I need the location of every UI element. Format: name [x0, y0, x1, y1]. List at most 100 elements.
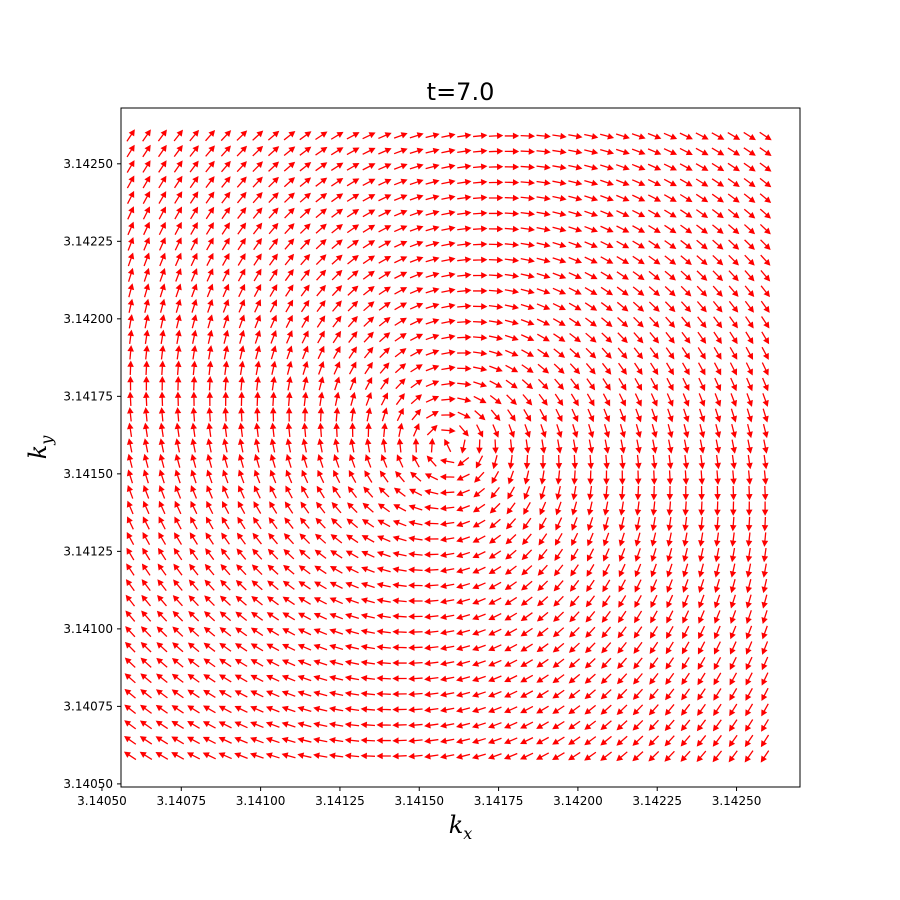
vector-arrow	[317, 453, 324, 468]
vector-arrow	[586, 564, 595, 577]
vector-arrow	[520, 596, 533, 606]
vector-arrow	[174, 453, 181, 468]
vector-arrow	[679, 178, 693, 187]
vector-arrow	[221, 176, 231, 188]
vector-arrow	[206, 407, 213, 422]
vector-arrow	[712, 224, 724, 234]
vector-arrow	[317, 330, 325, 344]
vector-arrow	[504, 334, 519, 342]
vector-arrow	[265, 705, 280, 713]
vector-arrow	[762, 393, 769, 407]
vector-arrow	[344, 752, 360, 760]
vector-arrow	[505, 379, 518, 389]
vector-arrow	[348, 331, 358, 343]
vector-arrow	[140, 657, 152, 668]
vector-arrow	[360, 721, 376, 729]
vector-arrow	[425, 178, 440, 186]
vector-arrow	[489, 380, 503, 388]
vector-arrow	[234, 674, 248, 683]
vector-arrow	[759, 208, 771, 219]
vector-arrow	[633, 626, 643, 639]
vector-arrow	[584, 751, 597, 761]
vector-arrow	[285, 422, 293, 437]
vector-arrow	[745, 346, 754, 360]
vector-arrow	[665, 641, 674, 655]
vector-arrow	[300, 284, 310, 297]
vector-arrow	[504, 287, 520, 295]
vector-arrow	[714, 485, 721, 501]
vector-arrow	[601, 642, 612, 654]
vector-arrow	[268, 222, 279, 235]
vector-arrow	[331, 518, 342, 529]
vector-arrow	[648, 750, 660, 762]
vector-arrow	[507, 470, 515, 485]
vector-arrow	[664, 224, 677, 234]
vector-arrow	[159, 329, 166, 344]
vector-arrow	[711, 162, 725, 172]
vector-arrow	[505, 364, 519, 373]
vector-arrow	[346, 147, 360, 156]
vector-arrow	[600, 735, 612, 746]
vector-arrow	[206, 469, 213, 484]
vector-arrow	[253, 485, 261, 499]
vector-arrow	[744, 300, 754, 313]
vector-arrow	[524, 439, 531, 454]
vector-arrow	[316, 501, 326, 514]
vector-arrow	[285, 407, 293, 422]
vector-arrow	[618, 516, 626, 532]
vector-arrow	[302, 376, 309, 391]
vector-arrow	[666, 532, 673, 547]
vector-arrow	[441, 256, 456, 263]
vector-arrow	[174, 252, 182, 267]
vector-arrow	[504, 675, 518, 683]
vector-arrow	[552, 163, 567, 171]
vector-arrow	[158, 532, 167, 545]
vector-arrow	[697, 362, 706, 376]
vector-arrow	[569, 595, 580, 607]
vector-arrow	[269, 422, 277, 437]
vector-arrow	[190, 453, 197, 468]
vector-arrow	[381, 422, 388, 437]
vector-arrow	[520, 210, 535, 217]
vector-arrow	[520, 132, 536, 140]
vector-arrow	[744, 285, 755, 298]
vector-arrow	[202, 752, 216, 760]
vector-arrow	[744, 239, 755, 250]
vector-arrow	[456, 473, 470, 481]
vector-arrow	[568, 226, 583, 233]
vector-arrow	[631, 148, 646, 156]
vector-arrow	[392, 597, 407, 605]
vector-arrow	[664, 270, 676, 281]
vector-arrow	[124, 641, 136, 653]
vector-arrow	[472, 535, 486, 543]
vector-arrow	[713, 610, 721, 624]
vector-arrow	[426, 424, 438, 436]
vector-arrow	[269, 453, 276, 468]
vector-arrow	[697, 331, 707, 344]
vector-arrow	[698, 408, 706, 423]
vector-arrow	[188, 595, 199, 607]
vector-arrow	[696, 750, 707, 763]
vector-arrow	[616, 194, 630, 202]
vector-arrow	[424, 535, 439, 543]
vector-arrow	[127, 314, 135, 329]
vector-arrow	[457, 163, 472, 170]
vector-arrow	[203, 626, 216, 637]
vector-arrow	[681, 347, 691, 360]
vector-arrow	[250, 643, 264, 652]
vector-arrow	[348, 470, 357, 483]
vector-arrow	[696, 224, 708, 234]
vector-arrow	[301, 391, 309, 406]
vector-arrow	[175, 314, 182, 329]
vector-arrow	[330, 131, 344, 140]
vector-arrow	[283, 131, 296, 141]
vector-arrow	[456, 536, 471, 543]
vector-arrow	[536, 132, 551, 140]
vector-arrow	[301, 407, 309, 422]
vector-arrow	[618, 362, 627, 375]
vector-arrow	[682, 470, 690, 485]
vector-arrow	[157, 129, 167, 142]
vector-arrow	[680, 719, 691, 732]
vector-arrow	[286, 345, 293, 360]
y-tick-label: 3.14250	[63, 157, 113, 171]
